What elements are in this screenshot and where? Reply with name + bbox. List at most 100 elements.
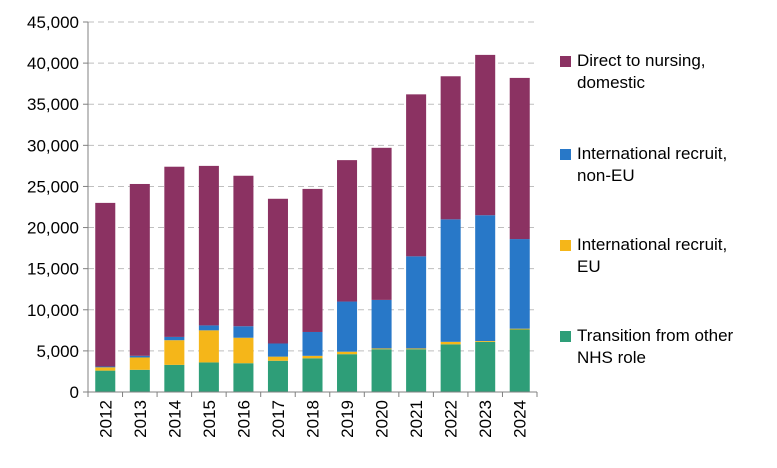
- bar-segment: [337, 351, 358, 355]
- bar-segment: [371, 348, 392, 350]
- bar-segment: [337, 301, 358, 352]
- bar-segment: [129, 369, 150, 392]
- bar-segment: [371, 349, 392, 392]
- bar-segment: [267, 343, 288, 357]
- bar-segment: [302, 188, 323, 332]
- bar-segment: [406, 348, 427, 350]
- bar-segment: [164, 336, 185, 341]
- legend-label-line: Direct to nursing,: [577, 51, 706, 70]
- bar-segment: [233, 337, 254, 364]
- bar-segment: [267, 360, 288, 392]
- legend-label: International recruit, EU: [577, 234, 767, 278]
- bar-segment: [164, 364, 185, 392]
- bar-segment: [406, 94, 427, 257]
- bar-segment: [302, 355, 323, 359]
- y-tick-labels: 0 5,000 10,000 15,000 20,000 25,000 30,000 35,0…: [27, 13, 79, 402]
- bar-segment: [302, 358, 323, 392]
- bar-segment: [371, 299, 392, 349]
- legend-swatch: [560, 56, 571, 67]
- legend: Direct to nursing, domestic Internationa…: [560, 0, 775, 468]
- bar-segment: [440, 76, 461, 220]
- x-tick-labels: 2012 2013 2014 2015 2016 2017 2018 2019 2020 2021…: [96, 400, 529, 438]
- legend-item-direct-to-nursing: Direct to nursing, domestic: [560, 50, 767, 94]
- legend-swatch: [560, 149, 571, 160]
- legend-label: International recruit, non-EU: [577, 143, 767, 187]
- legend-label-line: NHS role: [577, 348, 646, 367]
- bar-segment: [164, 166, 185, 337]
- y-tick-label: 20,000: [27, 219, 79, 238]
- bar-segment: [337, 160, 358, 302]
- bar-segment: [267, 198, 288, 344]
- x-tick-label: 2015: [200, 400, 219, 438]
- bar-segment: [198, 362, 219, 392]
- y-tick-label: 0: [70, 383, 79, 402]
- legend-swatch: [560, 240, 571, 251]
- y-tick-label: 30,000: [27, 136, 79, 155]
- bar-segment: [440, 341, 461, 345]
- legend-label: Direct to nursing, domestic: [577, 50, 767, 94]
- y-tick-label: 35,000: [27, 95, 79, 114]
- legend-label-line: non-EU: [577, 166, 635, 185]
- bar-segment: [440, 219, 461, 342]
- bar-segment: [509, 328, 530, 330]
- legend-item-international-non-eu: International recruit, non-EU: [560, 143, 767, 187]
- legend-label-line: Transition from other: [577, 326, 734, 345]
- legend-label-line: domestic: [577, 73, 646, 92]
- bar-segment: [509, 77, 530, 240]
- x-tick-label: 2021: [407, 400, 426, 438]
- bar-segment: [198, 330, 219, 363]
- legend-label-line: International recruit,: [577, 144, 728, 163]
- legend-swatch: [560, 331, 571, 342]
- bars: [95, 54, 530, 392]
- x-tick-label: 2014: [165, 400, 184, 438]
- x-tick-label: 2020: [373, 400, 392, 438]
- x-tick-label: 2019: [338, 400, 357, 438]
- bar-segment: [233, 363, 254, 392]
- legend-item-international-eu: International recruit, EU: [560, 234, 767, 278]
- bar-segment: [198, 325, 219, 331]
- x-tick-label: 2017: [269, 400, 288, 438]
- bar-segment: [129, 355, 150, 358]
- y-tick-label: 25,000: [27, 177, 79, 196]
- legend-item-transition-nhs: Transition from other NHS role: [560, 325, 767, 369]
- gridlines: [88, 21, 537, 352]
- y-tick-label: 5,000: [36, 342, 79, 361]
- bar-segment: [95, 366, 116, 368]
- bar-segment: [233, 326, 254, 338]
- x-tick-label: 2016: [234, 400, 253, 438]
- bar-segment: [406, 349, 427, 392]
- bar-segment: [475, 341, 496, 392]
- bar-segment: [95, 367, 116, 371]
- bar-segment: [337, 354, 358, 392]
- bar-segment: [267, 356, 288, 361]
- bar-segment: [129, 357, 150, 370]
- bar-segment: [95, 370, 116, 392]
- bar-segment: [475, 54, 496, 216]
- bar-segment: [406, 256, 427, 349]
- bar-segment: [164, 340, 185, 365]
- bar-segment: [509, 329, 530, 392]
- legend-label-line: EU: [577, 257, 601, 276]
- bar-segment: [95, 202, 116, 367]
- axes: [83, 21, 538, 397]
- bar-segment: [475, 215, 496, 342]
- x-tick-label: 2023: [476, 400, 495, 438]
- bar-segment: [233, 175, 254, 327]
- bar-segment: [129, 183, 150, 356]
- legend-label: Transition from other NHS role: [577, 325, 767, 369]
- x-tick-label: 2012: [96, 400, 115, 438]
- legend-label-line: International recruit,: [577, 235, 728, 254]
- x-tick-label: 2018: [304, 400, 323, 438]
- bar-segment: [440, 344, 461, 392]
- y-tick-label: 40,000: [27, 54, 79, 73]
- bar-segment: [302, 331, 323, 356]
- bar-segment: [475, 341, 496, 342]
- y-tick-label: 10,000: [27, 301, 79, 320]
- y-tick-label: 45,000: [27, 13, 79, 32]
- bar-segment: [371, 147, 392, 300]
- x-tick-label: 2024: [511, 400, 530, 438]
- x-tick-label: 2013: [131, 400, 150, 438]
- bar-segment: [509, 239, 530, 329]
- bar-segment: [198, 165, 219, 326]
